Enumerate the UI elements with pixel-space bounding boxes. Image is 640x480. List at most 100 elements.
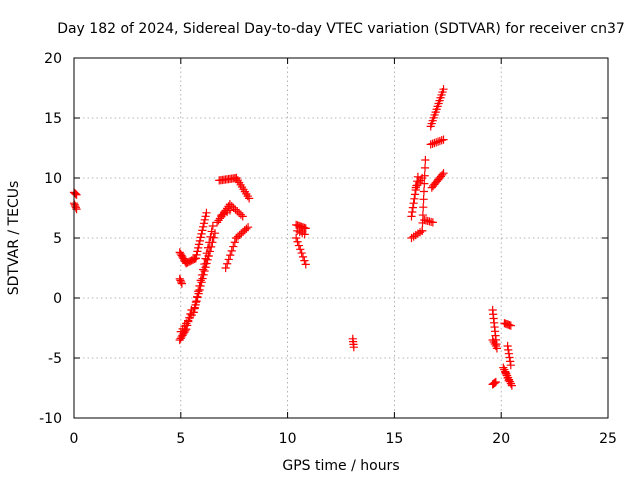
data-point	[238, 212, 247, 221]
data-point	[208, 238, 217, 247]
data-point	[419, 203, 428, 212]
data-point	[227, 246, 236, 255]
data-point	[223, 259, 232, 268]
data-point	[190, 254, 199, 264]
data-point	[438, 170, 447, 179]
y-tick-label: -5	[48, 351, 62, 367]
axis-ticks	[73, 57, 609, 419]
y-tick-label: 15	[44, 111, 62, 127]
data-point	[505, 353, 514, 362]
data-point	[204, 251, 213, 261]
data-point	[407, 212, 416, 221]
data-point	[193, 292, 202, 301]
data-point	[200, 259, 209, 269]
data-point	[199, 265, 208, 274]
data-point	[301, 224, 310, 233]
x-tick-label: 10	[279, 431, 297, 447]
data-point	[197, 270, 207, 280]
data-point	[237, 229, 246, 238]
data-point	[300, 256, 309, 265]
data-point	[70, 189, 79, 198]
data-point	[71, 189, 80, 199]
data-point	[292, 233, 301, 243]
data-point	[409, 199, 418, 208]
data-point	[194, 240, 204, 249]
data-point	[410, 194, 419, 203]
data-point	[229, 242, 238, 251]
data-point	[507, 381, 516, 390]
data-point	[233, 232, 243, 241]
chart-title: Day 182 of 2024, Sidereal Day-to-day VTE…	[57, 21, 625, 37]
data-point	[224, 255, 233, 264]
data-point	[236, 210, 246, 219]
y-tick-label: 20	[44, 51, 62, 67]
data-point	[418, 226, 427, 235]
data-point	[410, 190, 420, 199]
x-tick-label: 20	[492, 431, 510, 447]
data-points	[69, 85, 516, 390]
data-point	[506, 357, 515, 366]
data-point	[296, 245, 305, 254]
data-point	[297, 248, 306, 258]
data-point	[245, 194, 254, 203]
y-tick-label: -10	[39, 411, 62, 427]
data-point	[234, 208, 244, 218]
data-point	[199, 219, 209, 228]
data-point	[231, 205, 240, 214]
x-tick-label: 5	[176, 431, 185, 447]
data-point	[235, 230, 244, 240]
data-point	[233, 207, 242, 216]
data-point	[191, 298, 200, 307]
data-point	[243, 223, 253, 232]
data-point	[419, 187, 429, 196]
data-point	[190, 303, 199, 312]
data-point	[194, 287, 203, 296]
y-tick-label: 0	[53, 291, 62, 307]
data-point	[207, 242, 216, 251]
data-point	[294, 241, 303, 250]
data-point	[195, 236, 204, 245]
data-point	[70, 200, 79, 209]
data-point	[428, 218, 437, 227]
data-point	[408, 207, 417, 217]
data-point	[506, 361, 515, 370]
data-point	[198, 226, 207, 235]
data-point	[420, 163, 430, 172]
data-point	[191, 254, 200, 263]
data-point	[205, 247, 214, 256]
y-tick-labels: -10 -5 0 5 10 15 20	[39, 51, 62, 427]
data-point	[195, 281, 204, 290]
data-point	[225, 206, 235, 215]
y-tick-label: 5	[53, 231, 62, 247]
data-point	[210, 229, 220, 238]
data-point	[418, 173, 427, 183]
data-point	[349, 343, 358, 352]
data-point	[206, 232, 215, 241]
data-point	[238, 227, 248, 236]
data-point	[300, 230, 309, 239]
data-point	[189, 308, 198, 317]
data-point	[439, 169, 448, 178]
data-point	[491, 377, 500, 387]
data-point	[209, 233, 218, 242]
data-point	[197, 229, 206, 238]
data-point	[192, 250, 201, 259]
grid	[74, 58, 608, 418]
data-point	[177, 277, 186, 287]
data-point	[193, 247, 202, 256]
data-point	[201, 212, 210, 221]
data-point	[177, 279, 186, 288]
data-point	[298, 252, 308, 261]
data-point	[506, 321, 515, 330]
data-point	[293, 237, 302, 246]
y-tick-label: 10	[44, 171, 62, 187]
data-point	[504, 349, 513, 358]
data-point	[202, 208, 211, 217]
data-point	[196, 276, 205, 285]
data-point	[504, 376, 513, 385]
x-axis-label: GPS time / hours	[282, 458, 399, 474]
data-point	[418, 210, 427, 220]
data-point	[419, 195, 428, 204]
data-point	[226, 251, 235, 260]
